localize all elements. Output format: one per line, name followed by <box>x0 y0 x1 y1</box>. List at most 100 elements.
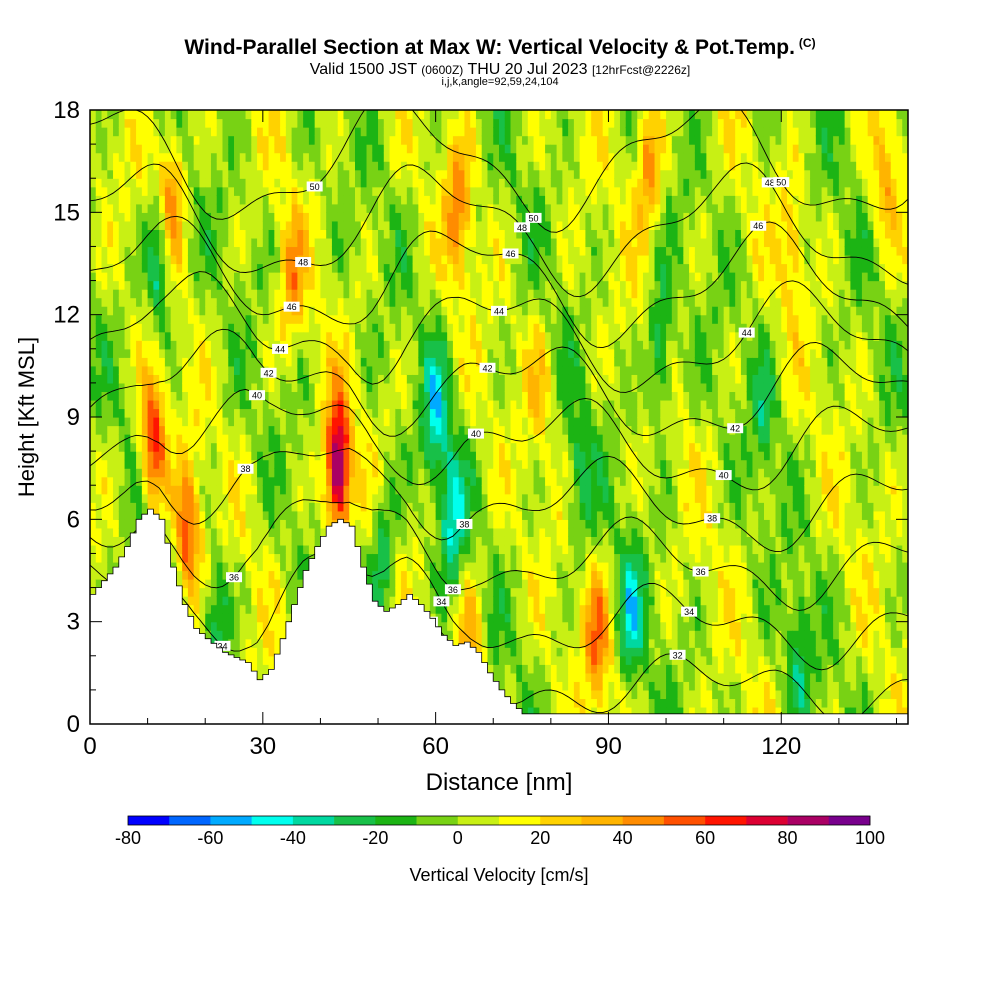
velocity-cell <box>205 254 212 265</box>
velocity-cell <box>262 485 270 495</box>
velocity-cell <box>90 417 97 427</box>
velocity-cell <box>406 382 414 393</box>
velocity-cell <box>395 476 402 486</box>
velocity-cell <box>164 527 172 537</box>
velocity-cell <box>314 280 322 290</box>
velocity-cell <box>349 127 356 137</box>
velocity-cell <box>401 502 408 512</box>
velocity-cell <box>210 365 218 375</box>
velocity-cell <box>412 340 419 350</box>
velocity-cell <box>274 425 281 435</box>
velocity-cell <box>176 186 183 196</box>
velocity-cell <box>187 459 195 469</box>
velocity-cell <box>303 178 310 188</box>
velocity-cell <box>475 229 483 239</box>
velocity-cell <box>222 348 229 358</box>
velocity-cell <box>303 502 310 512</box>
velocity-cell <box>187 135 195 145</box>
velocity-cell <box>291 289 298 299</box>
velocity-cell <box>395 237 402 248</box>
velocity-cell <box>470 561 477 572</box>
velocity-cell <box>199 161 206 171</box>
velocity-cell <box>141 374 149 384</box>
velocity-cell <box>383 596 391 606</box>
velocity-cell <box>234 263 241 273</box>
velocity-cell <box>130 289 137 299</box>
velocity-cell <box>251 110 258 120</box>
velocity-cell <box>124 348 131 358</box>
velocity-cell <box>418 536 425 546</box>
velocity-cell <box>447 331 454 341</box>
velocity-cell <box>360 169 368 179</box>
velocity-cell <box>441 621 448 631</box>
velocity-cell <box>262 527 270 537</box>
velocity-cell <box>395 161 402 171</box>
velocity-cell <box>424 135 431 145</box>
velocity-cell <box>475 519 483 529</box>
velocity-cell <box>124 297 131 307</box>
velocity-cell <box>314 161 322 171</box>
velocity-cell <box>354 280 362 290</box>
velocity-cell <box>424 561 431 572</box>
velocity-cell <box>147 280 154 290</box>
velocity-cell <box>424 357 431 367</box>
velocity-cell <box>372 442 379 452</box>
velocity-cell <box>136 374 143 384</box>
velocity-cell <box>164 502 172 512</box>
velocity-cell <box>280 152 287 162</box>
velocity-cell <box>228 596 235 606</box>
velocity-cell <box>245 544 252 555</box>
velocity-cell <box>251 280 258 290</box>
velocity-cell <box>395 357 402 367</box>
velocity-cell <box>395 340 402 350</box>
velocity-cell <box>118 263 126 273</box>
velocity-cell <box>257 161 264 171</box>
velocity-cell <box>429 425 437 435</box>
velocity-cell <box>107 468 114 478</box>
velocity-cell <box>95 323 103 333</box>
velocity-cell <box>314 229 322 239</box>
velocity-cell <box>187 391 195 401</box>
velocity-cell <box>280 357 287 367</box>
velocity-cell <box>475 118 483 128</box>
velocity-cell <box>331 314 339 324</box>
velocity-cell <box>199 493 206 503</box>
velocity-cell <box>176 144 183 154</box>
velocity-cell <box>113 493 120 503</box>
velocity-cell <box>343 263 350 273</box>
velocity-cell <box>331 357 339 367</box>
velocity-cell <box>234 110 241 120</box>
velocity-cell <box>118 348 126 358</box>
velocity-cell <box>389 135 396 145</box>
velocity-cell <box>268 519 275 529</box>
velocity-cell <box>182 297 189 307</box>
velocity-cell <box>354 382 362 393</box>
velocity-cell <box>216 297 224 307</box>
velocity-cell <box>481 152 489 162</box>
velocity-cell <box>210 604 218 614</box>
velocity-cell <box>320 340 327 350</box>
velocity-cell <box>401 135 408 145</box>
velocity-cell <box>337 161 345 171</box>
velocity-cell <box>136 135 143 145</box>
velocity-cell <box>401 280 408 290</box>
velocity-cell <box>285 195 293 205</box>
velocity-cell <box>228 502 235 512</box>
velocity-cell <box>124 357 131 367</box>
velocity-cell <box>182 502 189 512</box>
velocity-cell <box>331 280 339 290</box>
velocity-cell <box>291 203 298 213</box>
velocity-cell <box>464 186 471 196</box>
velocity-cell <box>187 314 195 324</box>
velocity-cell <box>291 519 298 529</box>
velocity-cell <box>268 254 275 265</box>
velocity-cell <box>475 169 483 179</box>
velocity-cell <box>291 323 298 333</box>
velocity-cell <box>418 561 425 572</box>
velocity-cell <box>383 519 391 529</box>
velocity-cell <box>234 118 241 128</box>
velocity-cell <box>297 178 304 188</box>
velocity-cell <box>141 263 149 273</box>
velocity-cell <box>280 536 287 546</box>
velocity-cell <box>470 417 477 427</box>
